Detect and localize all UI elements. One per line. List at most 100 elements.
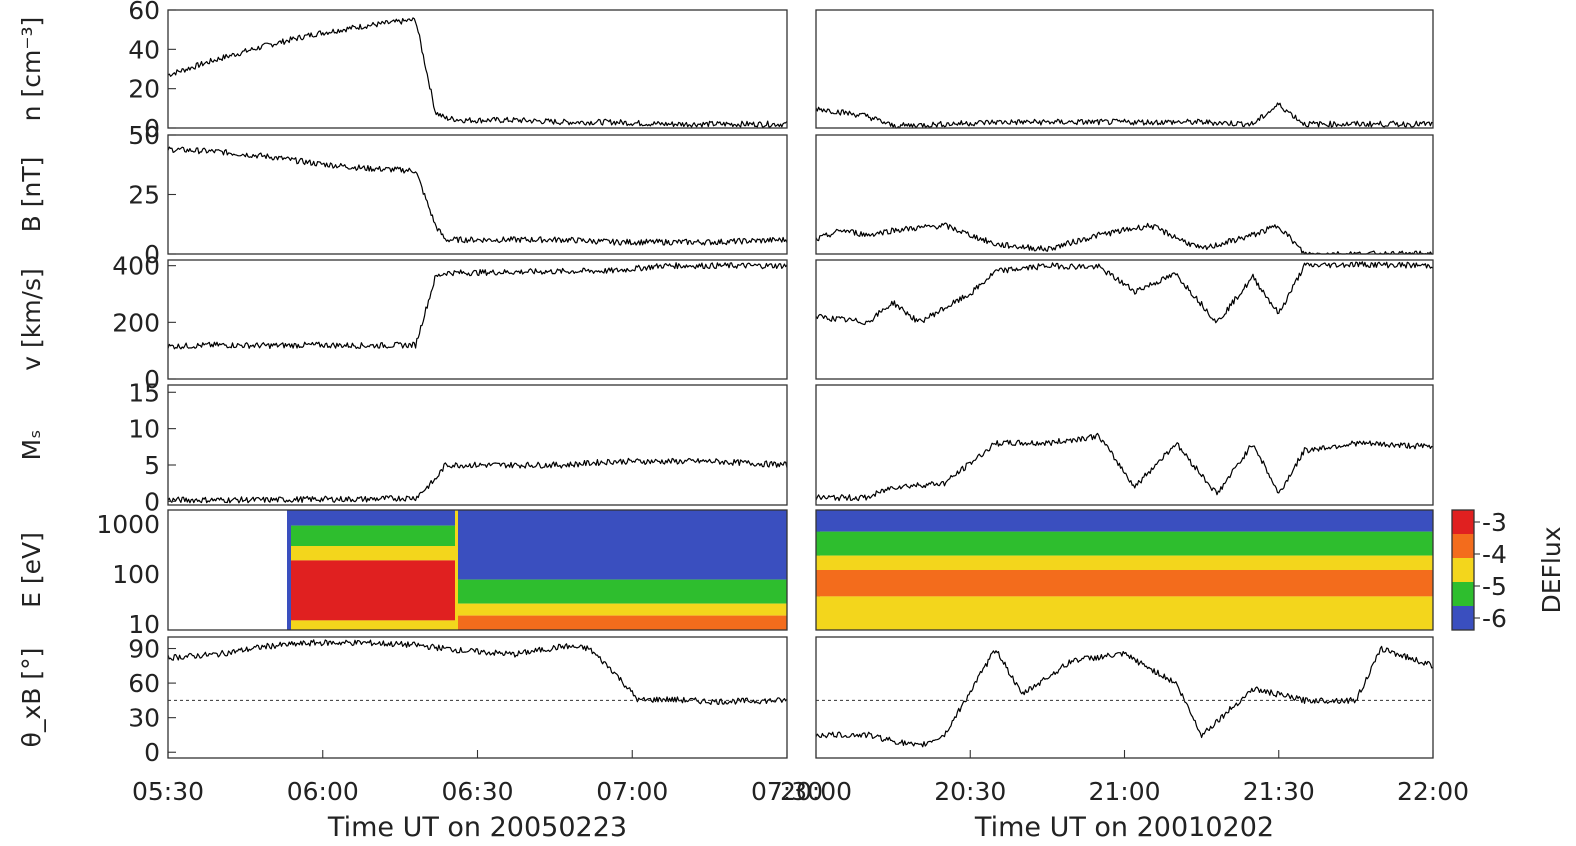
colorbar-tick-label: -4 (1482, 540, 1507, 569)
row-0 (167, 9, 788, 129)
x-tick-label: 05:30 (132, 777, 204, 806)
y-tick-label: 10 (128, 610, 160, 639)
y-tick-label: 50 (128, 121, 160, 150)
spectrogram-band (816, 531, 1433, 556)
y-axis-label: B [nT] (17, 157, 46, 233)
row-5 (167, 636, 788, 759)
y-axis-label: Mₛ (17, 430, 46, 461)
x-tick-label: 07:00 (596, 777, 668, 806)
colorbar-segment (1452, 558, 1474, 583)
y-tick-label: 90 (128, 635, 160, 664)
series-line (167, 639, 788, 705)
series-line (167, 457, 788, 504)
y-axis-label: E [eV] (17, 532, 46, 608)
y-tick-label: 0 (144, 365, 160, 394)
plot-area (167, 9, 1434, 759)
panel-frame (167, 9, 788, 129)
spectrogram-band (291, 546, 455, 561)
y-tick-label: 10 (128, 415, 160, 444)
row-3 (815, 384, 1434, 506)
panel-frame (815, 509, 1434, 631)
x-tick-label: 20:00 (780, 777, 852, 806)
colorbar-tick-label: -5 (1482, 572, 1507, 601)
series-line (815, 645, 1434, 748)
spectrogram-band (816, 555, 1433, 570)
series-line (167, 17, 788, 128)
row-4 (815, 509, 1434, 631)
x-axis-title: Time UT on 20050223 (327, 812, 627, 843)
axis-labels: 0204060025500200400051015101001000030609… (17, 0, 1469, 843)
series-line (815, 102, 1434, 129)
spectrogram-band (291, 525, 455, 546)
row-4 (167, 509, 788, 631)
colorbar-segment (1452, 510, 1474, 535)
y-tick-label: 15 (128, 378, 160, 407)
spectrogram-band (458, 615, 787, 630)
y-axis-label: v [km/s] (17, 268, 46, 371)
spectrogram-transition (455, 510, 458, 630)
spectrogram-edge (287, 510, 291, 630)
panel-frame (167, 636, 788, 759)
spectrogram-band (458, 603, 787, 616)
colorbar-segment (1452, 534, 1474, 559)
spectrogram-band (458, 510, 787, 580)
row-0 (815, 9, 1434, 129)
panel-frame (815, 259, 1434, 380)
x-tick-label: 21:30 (1243, 777, 1315, 806)
panel-frame (815, 384, 1434, 506)
series-line (815, 432, 1434, 502)
y-tick-label: 400 (112, 252, 160, 281)
spectrogram-band (291, 510, 455, 526)
spectrogram-band (816, 596, 1433, 630)
y-axis-label: θ_xB [°] (17, 648, 46, 748)
y-tick-label: 5 (144, 451, 160, 480)
y-tick-label: 0 (144, 487, 160, 516)
row-3 (167, 384, 788, 506)
row-1 (167, 134, 788, 255)
y-tick-label: 25 (128, 181, 160, 210)
x-tick-label: 07:30 (751, 777, 823, 806)
row-5 (815, 636, 1434, 759)
spectrogram-band (291, 560, 455, 621)
y-tick-label: 60 (128, 0, 160, 25)
y-tick-label: 0 (144, 114, 160, 143)
y-tick-label: 20 (128, 75, 160, 104)
panel-frame (815, 636, 1434, 759)
panel-left (167, 9, 788, 759)
colorbar-tick-label: -6 (1482, 604, 1507, 633)
series-line (815, 261, 1434, 326)
series-line (815, 222, 1433, 255)
panel-frame (167, 509, 788, 631)
x-tick-label: 06:30 (441, 777, 513, 806)
panel-right (815, 9, 1434, 759)
y-tick-label: 40 (128, 35, 160, 64)
colorbar-frame (1451, 509, 1475, 631)
colorbar-title: DEFlux (1537, 526, 1566, 613)
panel-frame (167, 134, 788, 255)
row-2 (815, 259, 1434, 380)
y-tick-label: 60 (128, 669, 160, 698)
y-tick-label: 1000 (96, 510, 160, 539)
panel-frame (167, 259, 788, 380)
panel-frame (815, 134, 1434, 255)
x-tick-label: 21:00 (1088, 777, 1160, 806)
y-tick-label: 200 (112, 308, 160, 337)
y-tick-label: 100 (112, 560, 160, 589)
y-tick-label: 0 (144, 738, 160, 767)
spectrogram-band (816, 570, 1433, 597)
x-tick-label: 20:30 (934, 777, 1006, 806)
x-axis-title: Time UT on 20010202 (974, 812, 1274, 843)
series-line (167, 146, 788, 246)
x-tick-label: 22:00 (1397, 777, 1469, 806)
spectrogram-band (291, 620, 455, 630)
y-tick-label: 0 (144, 240, 160, 269)
row-2 (167, 259, 788, 380)
y-tick-label: 30 (128, 704, 160, 733)
x-tick-label: 06:00 (287, 777, 359, 806)
colorbar-segment (1452, 606, 1474, 631)
row-1 (815, 134, 1434, 255)
series-line (167, 262, 788, 350)
y-axis-label: n [cm⁻³] (17, 17, 46, 122)
colorbar-tick-label: -3 (1482, 508, 1507, 537)
